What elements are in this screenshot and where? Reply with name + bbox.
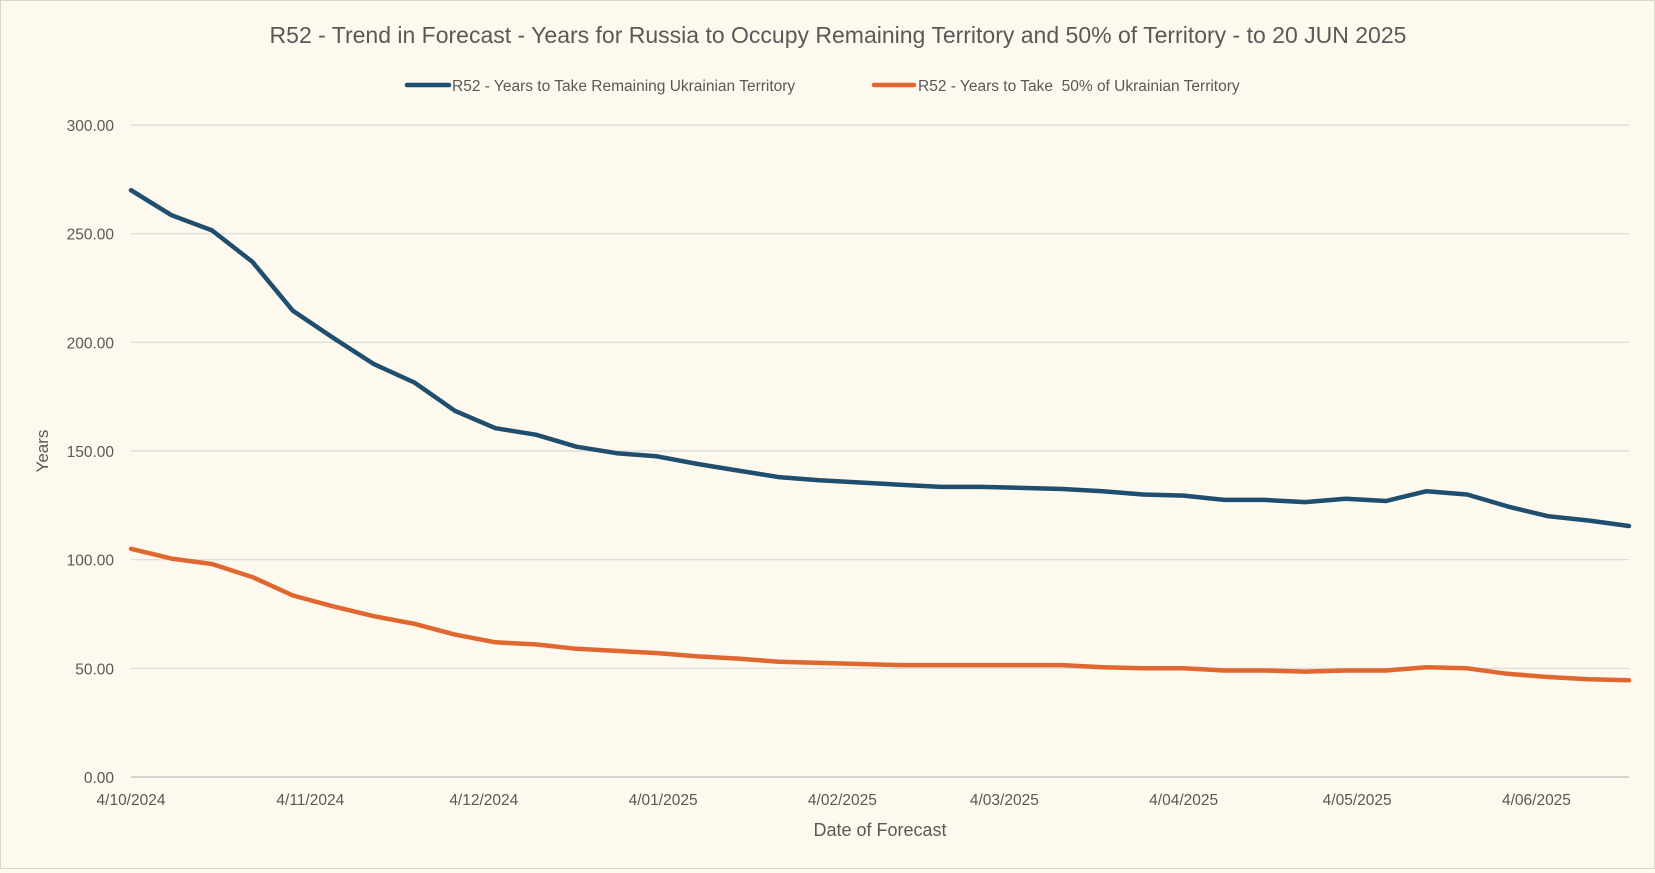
legend-item-half: R52 - Years to Take 50% of Ukrainian Ter… xyxy=(871,78,1240,95)
x-tick-label: 4/03/2025 xyxy=(970,792,1039,809)
y-axis-label: Years xyxy=(33,430,52,473)
x-axis-tick-labels: 4/10/2024 4/11/2024 4/12/2024 4/01/2025 4/02… xyxy=(97,792,1571,809)
legend-item-remaining: R52 - Years to Take Remaining Ukrainian … xyxy=(404,78,795,95)
x-tick-label: 4/01/2025 xyxy=(629,792,698,809)
series-line-half-territory xyxy=(128,546,1632,683)
y-tick-label: 0.00 xyxy=(84,770,115,787)
legend-label-half: R52 - Years to Take 50% of Ukrainian Ter… xyxy=(918,78,1240,95)
y-axis-tick-labels: 0.00 50.00 100.00 150.00 200.00 250.00 300.00 xyxy=(67,118,115,787)
y-tick-label: 250.00 xyxy=(67,227,115,244)
x-tick-label: 4/12/2024 xyxy=(449,792,518,809)
y-tick-label: 300.00 xyxy=(67,118,115,135)
legend-label-remaining: R52 - Years to Take Remaining Ukrainian … xyxy=(452,78,795,95)
x-tick-label: 4/11/2024 xyxy=(276,792,344,809)
series-line-remaining-territory xyxy=(128,187,1632,529)
chart-title: R52 - Trend in Forecast - Years for Russ… xyxy=(270,22,1407,48)
legend: R52 - Years to Take Remaining Ukrainian … xyxy=(404,78,1240,95)
x-tick-label: 4/02/2025 xyxy=(808,792,877,809)
x-tick-label: 4/06/2025 xyxy=(1502,792,1571,809)
x-tick-label: 4/10/2024 xyxy=(97,792,166,809)
x-tick-label: 4/05/2025 xyxy=(1323,792,1392,809)
y-tick-label: 100.00 xyxy=(67,553,115,570)
x-tick-label: 4/04/2025 xyxy=(1149,792,1218,809)
y-tick-label: 50.00 xyxy=(75,661,114,678)
x-axis-label: Date of Forecast xyxy=(813,820,946,840)
y-tick-label: 200.00 xyxy=(67,335,115,352)
series-lines xyxy=(128,187,1632,683)
y-tick-label: 150.00 xyxy=(67,444,115,461)
gridlines xyxy=(131,124,1629,778)
